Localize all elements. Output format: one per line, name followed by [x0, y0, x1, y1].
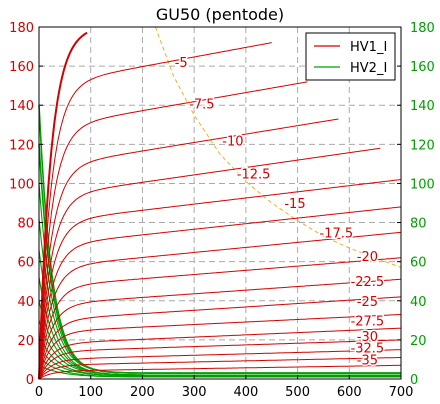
- x-tick-label: 700: [389, 385, 414, 400]
- grid-voltage-label: -35: [357, 353, 378, 368]
- y-right-tick-label: 80: [410, 217, 427, 232]
- red-series-line: [38, 81, 308, 380]
- x-tick-label: 100: [78, 385, 103, 400]
- y-left-tick-label: 60: [17, 256, 34, 271]
- y-left-tick-label: 40: [17, 295, 34, 310]
- x-tick-label: 200: [130, 385, 155, 400]
- chart-title: GU50 (pentode): [156, 5, 284, 24]
- grid-voltage-label: -27.5: [351, 314, 385, 329]
- red-series-line: [38, 31, 88, 380]
- axis-layer: 0 100 200 300 400 500 600 700020406080100120140…: [9, 21, 435, 400]
- legend: HV1_I HV2_I: [305, 32, 396, 81]
- y-right-tick-label: 0: [410, 373, 418, 388]
- red-series-line: [38, 278, 401, 380]
- y-left-tick-label: 160: [9, 60, 34, 75]
- y-left-tick-label: 120: [9, 138, 34, 153]
- y-left-tick-label: 180: [9, 21, 34, 36]
- grid-voltage-label: -25: [357, 295, 378, 310]
- red-series-line: [38, 118, 339, 380]
- y-right-tick-label: 160: [410, 60, 435, 75]
- grid-voltage-label: -12.5: [237, 168, 271, 183]
- y-left-tick-label: 100: [9, 177, 34, 192]
- green-series-line: [38, 320, 401, 376]
- legend-box: [305, 32, 396, 81]
- grid-voltage-label: -30: [357, 330, 378, 345]
- grid-voltage-label: -17.5: [320, 226, 354, 241]
- red-series-line: [38, 231, 401, 380]
- y-right-tick-label: 140: [410, 99, 435, 114]
- red-series-line: [38, 339, 401, 380]
- legend-label-hv1: HV1_I: [350, 40, 387, 55]
- x-tick-label: 0: [35, 385, 43, 400]
- red-series-line: [38, 206, 401, 380]
- x-tick-label: 500: [285, 385, 310, 400]
- red-series-line: [38, 257, 401, 380]
- grid-voltage-label: -5: [175, 56, 188, 71]
- y-right-tick-label: 20: [410, 334, 427, 349]
- red-series-line: [38, 179, 401, 380]
- green-series-line: [38, 364, 401, 378]
- y-left-tick-label: 0: [26, 373, 34, 388]
- y-left-tick-label: 20: [17, 334, 34, 349]
- red-series-line: [38, 364, 401, 380]
- green-series-line: [38, 347, 401, 377]
- plot-frame: [38, 26, 402, 380]
- red-series-line: [38, 314, 401, 380]
- grid-voltage-label: -15: [284, 197, 305, 212]
- y-right-tick-label: 180: [410, 21, 435, 36]
- grid-voltage-label: -20: [357, 250, 378, 265]
- red-series-layer: [38, 31, 401, 380]
- y-right-tick-label: 60: [410, 256, 427, 271]
- red-series-line: [38, 42, 272, 380]
- x-tick-label: 600: [337, 385, 362, 400]
- red-series-line: [38, 147, 381, 380]
- y-left-tick-label: 80: [17, 217, 34, 232]
- grid-voltage-label: -32.5: [351, 342, 385, 357]
- grid-voltage-label: -22.5: [351, 275, 385, 290]
- grid-voltage-label: -10: [222, 134, 243, 149]
- y-left-tick-label: 140: [9, 99, 34, 114]
- y-right-tick-label: 100: [410, 177, 435, 192]
- x-tick-label: 400: [233, 385, 258, 400]
- y-right-tick-label: 120: [410, 138, 435, 153]
- y-right-tick-label: 40: [410, 295, 427, 310]
- legend-label-hv2: HV2_I: [350, 61, 387, 76]
- grid-layer: [39, 27, 401, 379]
- red-series-line: [38, 357, 401, 380]
- red-series-line: [38, 296, 401, 380]
- grid-voltage-label: -7.5: [189, 97, 214, 112]
- red-series-line: [38, 349, 401, 380]
- x-tick-label: 300: [182, 385, 207, 400]
- red-series-line: [38, 327, 401, 380]
- curve-label-layer: -5-7.5-10-12.5-15-17.5-20-22.5-25-27.5-3…: [173, 55, 385, 370]
